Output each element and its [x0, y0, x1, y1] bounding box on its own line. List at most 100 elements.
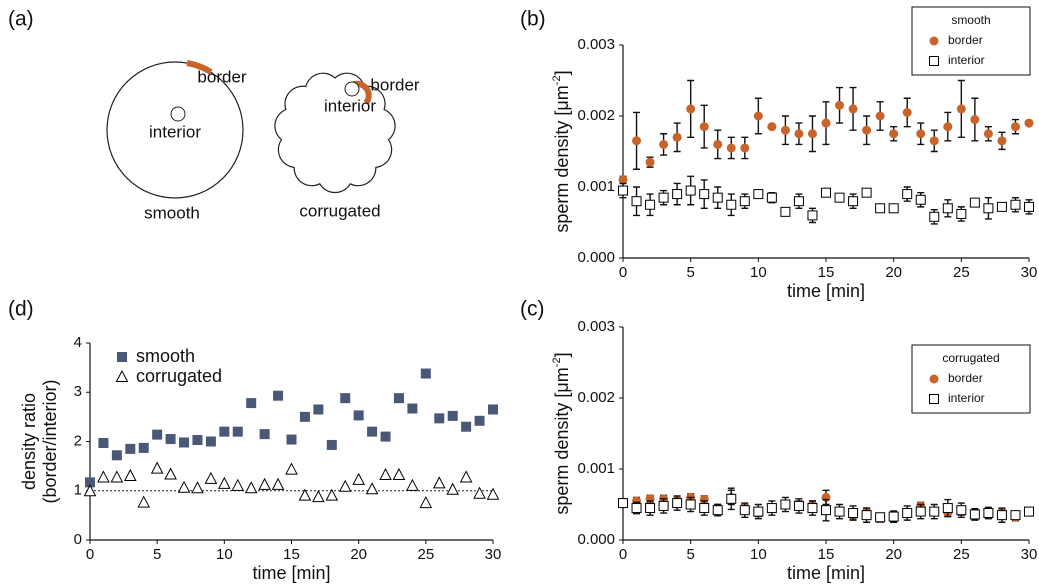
legend-marker — [929, 374, 939, 384]
marker — [861, 510, 872, 521]
marker — [286, 434, 297, 445]
marker — [392, 467, 406, 480]
marker — [848, 104, 858, 114]
marker — [299, 411, 310, 422]
marker — [658, 192, 669, 203]
marker — [273, 390, 284, 401]
x-tick-label: 30 — [1021, 546, 1038, 563]
marker — [821, 187, 831, 198]
marker — [821, 118, 831, 128]
marker — [192, 435, 203, 446]
marker — [313, 404, 324, 415]
marker — [942, 503, 953, 514]
marker — [123, 468, 137, 481]
marker — [1010, 199, 1021, 210]
y-tick-label: 0.003 — [577, 36, 615, 53]
marker — [740, 143, 750, 153]
marker — [996, 510, 1007, 521]
x-tick-label: 15 — [818, 546, 835, 563]
marker — [956, 104, 966, 114]
marker — [1024, 506, 1034, 517]
marker — [834, 506, 845, 517]
marker — [739, 196, 750, 207]
smooth-shape — [106, 61, 244, 199]
marker — [753, 189, 764, 200]
marker — [326, 439, 337, 450]
x-tick-label: 10 — [216, 546, 233, 563]
legend-marker — [115, 369, 129, 382]
corrugated-shape — [274, 72, 396, 194]
marker — [996, 201, 1007, 212]
legend-marker — [929, 394, 939, 404]
marker — [875, 111, 885, 121]
panel-label: (c) — [520, 298, 545, 321]
marker — [618, 185, 628, 196]
marker — [461, 421, 472, 432]
y-tick-label: 1 — [74, 482, 82, 499]
legend-title: smooth — [951, 13, 990, 27]
marker — [915, 194, 926, 205]
marker — [137, 495, 151, 508]
marker — [420, 368, 431, 379]
marker — [325, 488, 339, 501]
x-tick-label: 25 — [417, 546, 434, 563]
marker — [672, 189, 683, 200]
interior-label: interior — [149, 122, 201, 141]
border-arc — [186, 60, 213, 75]
chart: (d) 0 1 2 3 4 0 5 10 15 20 25 30 time [min] density ra… — [8, 298, 501, 583]
y-tick-label: 0.002 — [577, 107, 615, 124]
marker — [165, 434, 176, 445]
marker — [875, 512, 886, 523]
marker — [618, 175, 628, 185]
legend-label: corrugated — [136, 366, 222, 386]
chart: (c) 0.000 0.001 0.002 0.003 0 5 10 15 20 25 30 time … — [520, 298, 1037, 583]
panel-label: (b) — [520, 8, 546, 31]
marker — [983, 203, 994, 214]
marker — [218, 476, 231, 489]
marker — [712, 192, 723, 203]
marker — [794, 129, 804, 139]
marker — [875, 203, 886, 214]
interior-circle — [344, 81, 360, 97]
legend-label: smooth — [136, 346, 195, 366]
marker — [204, 471, 218, 484]
marker — [1024, 118, 1034, 128]
marker — [699, 495, 709, 505]
marker — [645, 199, 656, 210]
marker — [111, 450, 122, 461]
marker — [219, 426, 230, 437]
marker — [298, 488, 312, 501]
marker — [1010, 510, 1021, 521]
y-tick-label: 0.003 — [577, 318, 615, 335]
marker — [929, 506, 940, 517]
border-label: border — [197, 67, 246, 86]
marker — [997, 136, 1007, 146]
marker — [793, 196, 804, 207]
panel-label: (d) — [8, 298, 34, 321]
x-tick-label: 5 — [153, 546, 161, 563]
marker — [97, 470, 110, 483]
marker — [739, 505, 750, 516]
marker — [393, 393, 404, 404]
marker — [164, 467, 177, 480]
marker — [726, 493, 737, 504]
marker — [379, 467, 392, 480]
marker — [712, 505, 723, 516]
y-tick-label: 0.001 — [577, 178, 615, 195]
x-tick-label: 10 — [750, 264, 767, 281]
border-label: border — [370, 75, 419, 94]
marker — [862, 125, 872, 135]
marker — [915, 506, 926, 517]
marker — [699, 122, 709, 132]
y-tick-label: 0 — [74, 531, 82, 548]
marker — [780, 206, 791, 217]
marker — [726, 199, 737, 210]
y-axis-label: sperm density [μm-2] — [551, 352, 572, 514]
marker — [969, 509, 980, 520]
x-tick-label: 20 — [350, 546, 367, 563]
marker — [232, 426, 243, 437]
x-tick-label: 20 — [885, 546, 902, 563]
x-tick-label: 0 — [619, 264, 627, 281]
marker — [943, 122, 953, 132]
marker — [1010, 122, 1020, 132]
